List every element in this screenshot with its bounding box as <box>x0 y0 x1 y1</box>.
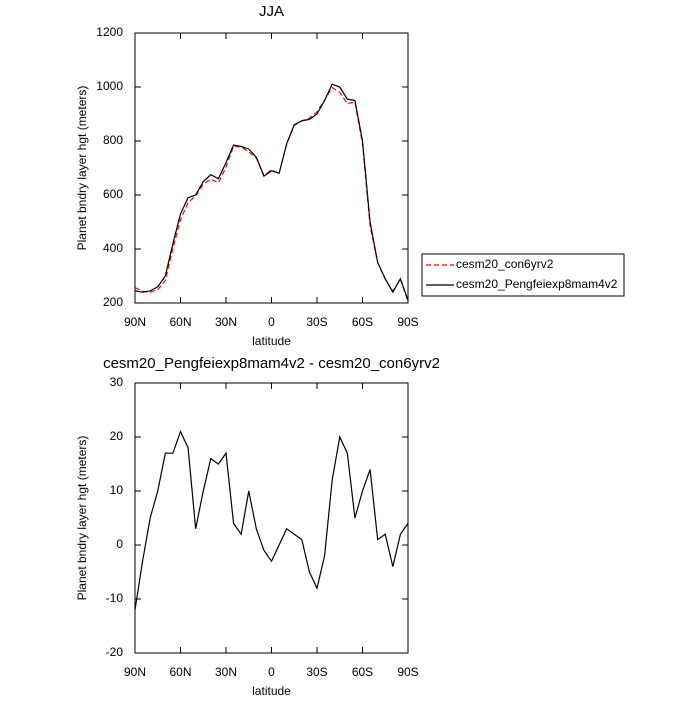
legend: cesm20_con6yrv2 cesm20_Pengfeiexp8mam4v2 <box>421 253 625 297</box>
y-tick-label: 1000 <box>96 79 123 93</box>
y-tick-label: 800 <box>103 133 123 147</box>
x-tick-label: 30N <box>215 665 237 679</box>
legend-label: cesm20_con6yrv2 <box>456 257 554 271</box>
y-tick-label: 30 <box>110 375 124 389</box>
x-tick-label: 60N <box>169 665 191 679</box>
x-tick-label: 90N <box>124 315 146 329</box>
x-tick-label: 90S <box>397 665 418 679</box>
legend-box <box>421 253 625 297</box>
x-tick-label: 30S <box>306 315 327 329</box>
x-tick-label: 30N <box>215 315 237 329</box>
x-tick-label: 30S <box>306 665 327 679</box>
x-axis-label: latitude <box>252 334 291 348</box>
x-tick-label: 90S <box>397 315 418 329</box>
y-tick-label: 600 <box>103 187 123 201</box>
y-axis-label: Planet bndry layer hgt (meters) <box>75 86 89 251</box>
y-axis-label: Planet bndry layer hgt (meters) <box>75 436 89 601</box>
x-tick-label: 90N <box>124 665 146 679</box>
y-tick-label: 10 <box>110 483 124 497</box>
y-tick-label: -20 <box>106 645 124 659</box>
y-tick-label: 200 <box>103 295 123 309</box>
x-tick-label: 0 <box>268 665 275 679</box>
y-tick-label: -10 <box>106 591 124 605</box>
x-tick-label: 60N <box>169 315 191 329</box>
y-tick-label: 20 <box>110 429 124 443</box>
chart-title: JJA <box>259 3 284 20</box>
data-line <box>134 430 409 610</box>
y-tick-label: 1200 <box>96 25 123 39</box>
plot-frame <box>134 382 409 654</box>
x-tick-label: 60S <box>352 315 373 329</box>
plot-frame <box>134 32 409 304</box>
y-tick-label: 0 <box>116 537 123 551</box>
legend-label: cesm20_Pengfeiexp8mam4v2 <box>456 277 618 291</box>
x-tick-label: 0 <box>268 315 275 329</box>
data-line <box>134 83 409 301</box>
chart-title: cesm20_Pengfeiexp8mam4v2 - cesm20_con6yr… <box>103 355 440 372</box>
x-tick-label: 60S <box>352 665 373 679</box>
x-axis-label: latitude <box>252 684 291 698</box>
y-tick-label: 400 <box>103 241 123 255</box>
